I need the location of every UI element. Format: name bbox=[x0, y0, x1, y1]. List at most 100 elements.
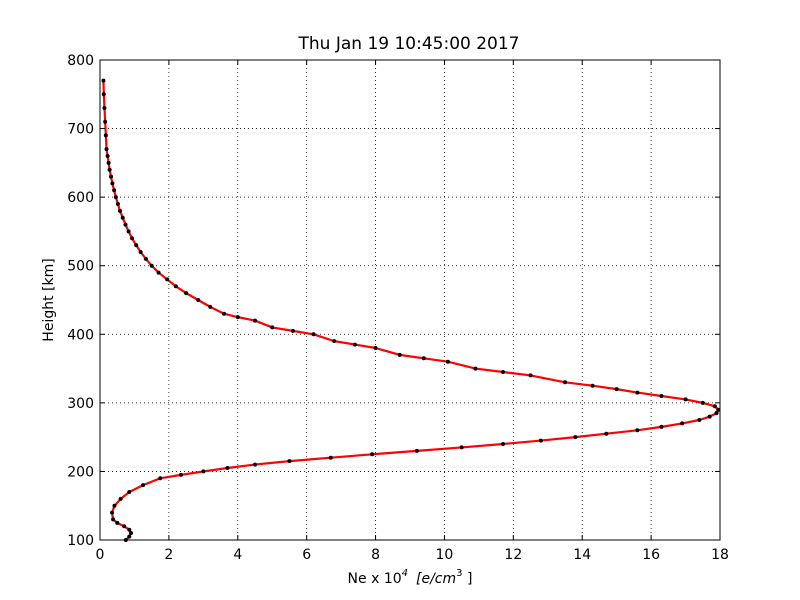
x-tick-label: 4 bbox=[233, 547, 242, 563]
data-point bbox=[614, 387, 619, 392]
x-tick-label: 0 bbox=[96, 547, 105, 563]
data-point bbox=[635, 390, 640, 395]
data-point bbox=[130, 236, 135, 241]
x-axis-label-exponent: 4 bbox=[402, 568, 408, 579]
data-point bbox=[102, 106, 107, 110]
y-tick-label: 200 bbox=[67, 464, 94, 480]
data-point bbox=[501, 370, 505, 374]
data-point bbox=[680, 421, 685, 426]
x-tick-label: 12 bbox=[504, 547, 522, 563]
data-point bbox=[604, 431, 609, 436]
data-point bbox=[118, 496, 123, 501]
x-axis-label: Ne x 104 [e/cm3 ] bbox=[348, 568, 473, 587]
data-point bbox=[714, 411, 719, 416]
data-point bbox=[397, 352, 402, 357]
data-point bbox=[143, 256, 148, 261]
data-point bbox=[659, 424, 664, 429]
data-point bbox=[113, 195, 118, 200]
data-point bbox=[112, 503, 117, 508]
chart-title: Thu Jan 19 10:45:00 2017 bbox=[298, 34, 520, 54]
x-axis-ticks: 0 2 4 6 8 10 12 14 16 18 bbox=[96, 60, 729, 563]
data-point bbox=[563, 380, 567, 385]
y-tick-label: 400 bbox=[67, 327, 94, 343]
data-point bbox=[225, 466, 230, 470]
data-points bbox=[101, 78, 721, 542]
data-point bbox=[707, 414, 712, 419]
data-point bbox=[103, 119, 108, 124]
data-point bbox=[129, 531, 133, 536]
data-point bbox=[414, 448, 419, 453]
data-point bbox=[158, 476, 163, 481]
grid-lines bbox=[99, 59, 721, 541]
data-point bbox=[659, 394, 664, 398]
data-point bbox=[328, 455, 333, 460]
data-point bbox=[123, 222, 128, 227]
data-point bbox=[287, 459, 292, 464]
data-point bbox=[120, 215, 125, 220]
data-point bbox=[109, 174, 114, 179]
y-tick-label: 800 bbox=[67, 53, 94, 69]
y-tick-label: 700 bbox=[67, 122, 94, 138]
data-point bbox=[127, 490, 132, 494]
data-point bbox=[370, 452, 375, 457]
data-point bbox=[134, 243, 139, 248]
data-point bbox=[332, 339, 337, 344]
x-axis-label-units-exponent: 3 bbox=[456, 568, 462, 579]
data-point bbox=[184, 291, 189, 296]
data-point bbox=[635, 428, 640, 433]
data-point bbox=[697, 418, 702, 422]
y-axis-label: Height [km] bbox=[41, 258, 57, 341]
data-point bbox=[126, 229, 131, 234]
data-point bbox=[716, 407, 721, 412]
data-point bbox=[178, 472, 183, 477]
data-point bbox=[110, 510, 115, 515]
y-tick-label: 100 bbox=[67, 533, 94, 549]
data-point bbox=[127, 534, 132, 539]
data-point bbox=[156, 270, 161, 275]
y-tick-label: 600 bbox=[67, 190, 94, 206]
data-point bbox=[111, 517, 116, 522]
y-axis-ticks: 100 200 300 400 500 600 700 800 bbox=[67, 53, 720, 549]
x-tick-label: 2 bbox=[164, 547, 173, 563]
data-point bbox=[173, 284, 178, 289]
data-point bbox=[253, 318, 257, 323]
data-point bbox=[270, 325, 275, 330]
data-point bbox=[473, 366, 478, 371]
data-point bbox=[101, 78, 106, 83]
data-point bbox=[112, 188, 117, 193]
data-point bbox=[528, 373, 533, 378]
data-point bbox=[107, 167, 112, 172]
data-point bbox=[590, 383, 595, 388]
x-tick-label: 8 bbox=[371, 547, 380, 563]
data-point bbox=[117, 208, 122, 213]
data-point bbox=[201, 469, 206, 474]
data-point bbox=[445, 359, 450, 364]
data-point bbox=[538, 438, 543, 443]
x-tick-label: 16 bbox=[642, 547, 660, 563]
x-tick-label: 10 bbox=[436, 547, 454, 563]
data-point bbox=[235, 315, 240, 320]
series-line bbox=[102, 80, 720, 541]
data-point bbox=[110, 181, 115, 186]
data-point bbox=[104, 147, 109, 152]
data-point bbox=[127, 527, 132, 532]
data-point bbox=[149, 263, 154, 268]
data-point bbox=[373, 346, 378, 350]
data-point bbox=[165, 277, 170, 282]
data-point bbox=[700, 400, 705, 405]
data-point bbox=[115, 520, 120, 525]
x-tick-label: 14 bbox=[573, 547, 591, 563]
data-point bbox=[138, 250, 143, 254]
data-point bbox=[106, 160, 111, 165]
data-point bbox=[573, 435, 578, 440]
x-axis-label-main: Ne x 10 bbox=[348, 571, 402, 587]
x-tick-label: 18 bbox=[711, 547, 729, 563]
data-point bbox=[122, 524, 127, 529]
plot-frame bbox=[99, 59, 721, 541]
data-point bbox=[222, 311, 226, 316]
data-point bbox=[253, 462, 257, 467]
x-tick-label: 6 bbox=[302, 547, 311, 563]
data-point bbox=[311, 332, 316, 337]
data-point bbox=[115, 202, 120, 206]
